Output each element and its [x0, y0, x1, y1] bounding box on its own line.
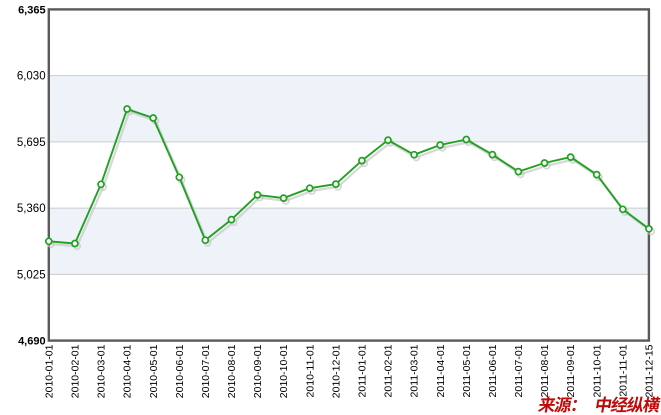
svg-text:2011-11-01: 2011-11-01 — [617, 344, 629, 396]
svg-text:2010-12-01: 2010-12-01 — [330, 344, 342, 398]
svg-text:2010-09-01: 2010-09-01 — [252, 344, 264, 398]
svg-text:2010-05-01: 2010-05-01 — [148, 344, 160, 398]
svg-text:2010-06-01: 2010-06-01 — [174, 344, 186, 398]
svg-text:2011-07-01: 2011-07-01 — [513, 344, 525, 397]
svg-text:2010-04-01: 2010-04-01 — [122, 344, 134, 398]
svg-text:2011-02-01: 2011-02-01 — [383, 344, 395, 397]
svg-text:2011-01-01: 2011-01-01 — [357, 344, 369, 397]
svg-text:2011-10-01: 2011-10-01 — [591, 344, 603, 397]
svg-text:2010-01-01: 2010-01-01 — [43, 344, 55, 398]
svg-text:2011-03-01: 2011-03-01 — [409, 344, 421, 397]
svg-text:6,030: 6,030 — [17, 71, 46, 83]
svg-text:2011-04-01: 2011-04-01 — [435, 344, 447, 397]
svg-text:2010-03-01: 2010-03-01 — [96, 344, 108, 398]
svg-text:5,025: 5,025 — [17, 269, 46, 281]
svg-text:2011-08-01: 2011-08-01 — [539, 344, 551, 397]
svg-text:2011-06-01: 2011-06-01 — [487, 344, 499, 397]
svg-text:6,365: 6,365 — [18, 4, 46, 16]
svg-text:2010-10-01: 2010-10-01 — [278, 344, 290, 398]
svg-text:2011-05-01: 2011-05-01 — [461, 344, 473, 397]
svg-text:2010-02-01: 2010-02-01 — [70, 344, 82, 398]
svg-text:5,695: 5,695 — [17, 137, 46, 149]
svg-text:2010-08-01: 2010-08-01 — [226, 344, 238, 398]
svg-text:2011-12-15: 2011-12-15 — [644, 344, 656, 397]
svg-text:5,360: 5,360 — [17, 203, 46, 215]
svg-text:4,690: 4,690 — [18, 336, 46, 348]
svg-text:2011-09-01: 2011-09-01 — [565, 344, 577, 397]
svg-text:2010-07-01: 2010-07-01 — [200, 344, 212, 398]
svg-text:2010-11-01: 2010-11-01 — [304, 344, 316, 397]
